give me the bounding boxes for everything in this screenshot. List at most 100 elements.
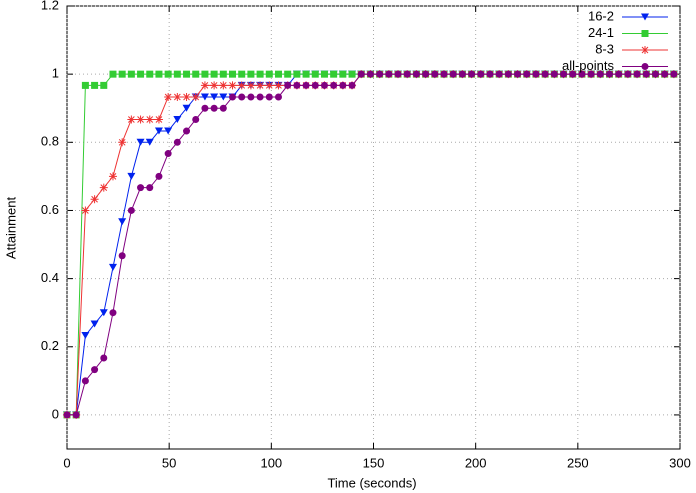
marker (228, 81, 237, 90)
marker (91, 81, 99, 89)
marker (164, 70, 172, 78)
marker (118, 252, 126, 260)
marker (541, 70, 549, 78)
marker (311, 70, 319, 78)
marker (108, 263, 117, 271)
marker (274, 70, 282, 78)
marker (90, 320, 99, 328)
marker (164, 127, 173, 135)
x-tick-label: 150 (363, 455, 385, 470)
marker (431, 70, 439, 78)
marker (100, 354, 108, 362)
y-tick-label: 0 (52, 406, 59, 421)
marker (641, 30, 649, 37)
x-axis-label: Time (seconds) (327, 475, 416, 490)
marker (458, 70, 466, 78)
marker (256, 70, 264, 78)
marker (155, 70, 163, 78)
marker (191, 92, 200, 101)
marker (624, 70, 632, 78)
marker (100, 81, 108, 89)
marker (63, 411, 71, 419)
y-tick-label: 0.8 (41, 134, 59, 149)
marker (210, 81, 219, 90)
marker (182, 92, 191, 101)
marker (127, 206, 135, 214)
marker (606, 70, 614, 78)
y-tick-label: 0.2 (41, 338, 59, 353)
marker (284, 81, 292, 89)
marker (91, 366, 99, 374)
marker (661, 70, 669, 78)
marker (146, 70, 154, 78)
marker (274, 81, 283, 90)
x-tick-label: 100 (260, 455, 282, 470)
marker (200, 93, 209, 101)
marker (237, 81, 246, 90)
marker (330, 81, 338, 89)
x-tick-label: 300 (669, 455, 691, 470)
marker (229, 70, 237, 78)
marker (633, 70, 641, 78)
marker (81, 377, 89, 385)
series-line (67, 73, 674, 416)
marker (118, 218, 127, 226)
marker (173, 138, 181, 146)
marker (81, 332, 90, 340)
marker (477, 70, 485, 78)
marker (192, 115, 200, 123)
marker (118, 70, 126, 78)
marker (256, 93, 264, 101)
marker (219, 93, 228, 101)
marker (311, 81, 319, 89)
legend-label: all-points (562, 58, 615, 73)
marker (670, 70, 678, 78)
legend-label: 16-2 (588, 8, 614, 23)
marker (200, 81, 209, 90)
marker (247, 93, 255, 101)
marker (229, 93, 237, 101)
y-tick-label: 0.4 (41, 270, 59, 285)
marker (136, 115, 145, 124)
marker (302, 70, 310, 78)
marker (127, 70, 135, 78)
marker (154, 115, 163, 124)
marker (422, 70, 430, 78)
marker (504, 70, 512, 78)
marker (366, 70, 374, 78)
marker (247, 70, 255, 78)
marker (293, 81, 301, 89)
marker (293, 70, 301, 78)
marker (173, 92, 182, 101)
marker (210, 93, 219, 101)
marker (137, 184, 145, 192)
marker (514, 70, 522, 78)
marker (641, 63, 649, 70)
marker (265, 81, 274, 90)
marker (219, 81, 228, 90)
marker (90, 195, 99, 204)
marker (523, 70, 531, 78)
marker (164, 150, 172, 158)
marker (192, 70, 200, 78)
marker (183, 70, 191, 78)
marker (468, 70, 476, 78)
marker (615, 70, 623, 78)
marker (81, 81, 89, 89)
series-line (67, 73, 674, 416)
marker (108, 172, 117, 181)
marker (219, 70, 227, 78)
y-tick-label: 0.6 (41, 202, 59, 217)
marker (145, 115, 154, 124)
marker (201, 104, 209, 112)
marker (440, 70, 448, 78)
marker (154, 127, 163, 135)
marker (127, 115, 136, 124)
marker (183, 127, 191, 135)
series-line (67, 73, 674, 416)
marker (376, 70, 384, 78)
marker (320, 81, 328, 89)
marker (412, 70, 420, 78)
marker (284, 70, 292, 78)
